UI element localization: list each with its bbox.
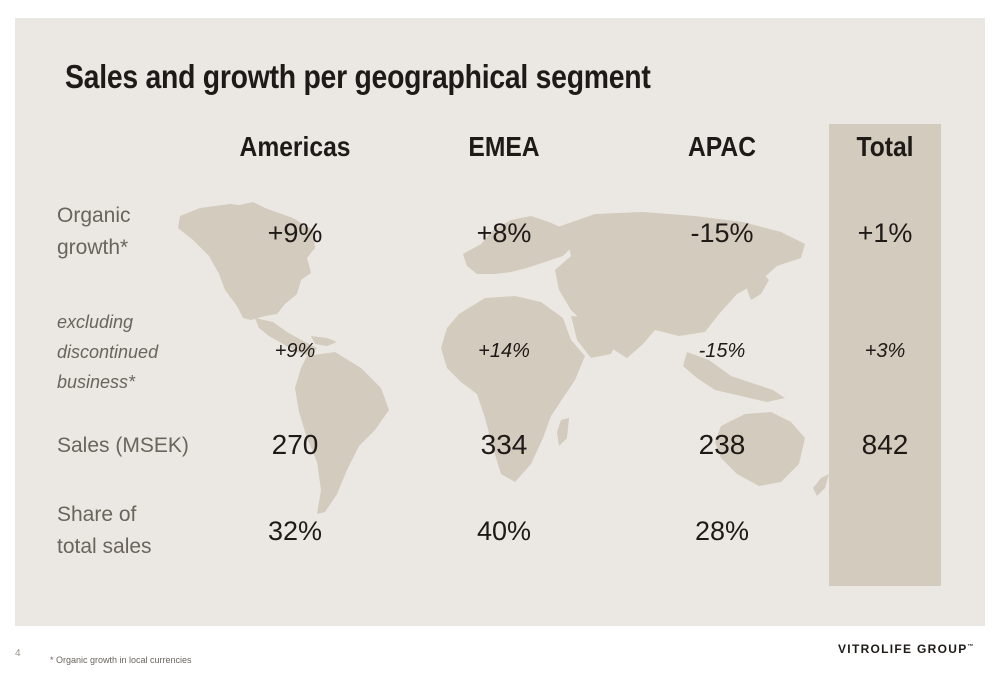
map-central-america bbox=[255, 318, 317, 356]
map-north-america bbox=[178, 204, 315, 320]
cell-organic-emea: +8% bbox=[476, 218, 532, 248]
cell-sales-total: 842 bbox=[861, 429, 909, 460]
row-label-share-of-total: Share of total sales bbox=[57, 503, 152, 558]
world-map-illustration bbox=[178, 202, 829, 514]
cell-organic-americas: +9% bbox=[267, 218, 323, 248]
cell-excl-total: +3% bbox=[864, 340, 906, 362]
cell-excl-apac: -15% bbox=[698, 340, 746, 362]
footnote: * Organic growth in local currencies bbox=[50, 655, 192, 665]
map-caribbean bbox=[311, 336, 337, 346]
column-header-americas: Americas bbox=[239, 131, 351, 162]
map-australia bbox=[715, 412, 805, 486]
cell-organic-apac: -15% bbox=[690, 218, 754, 248]
logo-text: VITROLIFE GROUP bbox=[838, 642, 968, 656]
cell-excl-emea: +14% bbox=[478, 340, 530, 362]
map-arabia bbox=[571, 316, 619, 358]
cell-sales-apac: 238 bbox=[698, 429, 746, 460]
row-label-excluding-discontinued: excluding discontinued business* bbox=[57, 312, 159, 392]
map-new-zealand bbox=[813, 474, 829, 496]
cell-organic-total: +1% bbox=[857, 218, 913, 248]
cell-share-emea: 40% bbox=[476, 516, 532, 546]
map-japan bbox=[747, 272, 769, 300]
cell-share-apac: 28% bbox=[694, 516, 750, 546]
map-africa bbox=[441, 296, 585, 482]
page-title: Sales and growth per geographical segmen… bbox=[65, 58, 651, 95]
map-arctic-islands bbox=[235, 202, 265, 214]
map-southeast-asia bbox=[683, 352, 785, 402]
page-number: 4 bbox=[15, 648, 21, 659]
cell-sales-americas: 270 bbox=[271, 429, 319, 460]
column-header-emea: EMEA bbox=[468, 131, 540, 162]
row-label-organic-growth: Organic growth* bbox=[57, 204, 131, 259]
map-asia bbox=[555, 212, 805, 358]
column-header-apac: APAC bbox=[687, 131, 756, 162]
slide-panel: Sales and growth per geographical segmen… bbox=[15, 18, 985, 626]
total-column-highlight bbox=[829, 124, 941, 586]
trademark-mark: ™ bbox=[967, 644, 974, 650]
cell-share-americas: 32% bbox=[267, 516, 323, 546]
cell-sales-emea: 334 bbox=[480, 429, 528, 460]
row-label-sales: Sales (MSEK) bbox=[57, 434, 189, 457]
map-south-america bbox=[295, 352, 389, 514]
column-header-total: Total bbox=[856, 131, 914, 162]
company-logo: VITROLIFE GROUP™ bbox=[838, 642, 974, 656]
map-europe bbox=[463, 216, 575, 274]
map-madagascar bbox=[557, 418, 569, 446]
cell-excl-americas: +9% bbox=[274, 340, 316, 362]
